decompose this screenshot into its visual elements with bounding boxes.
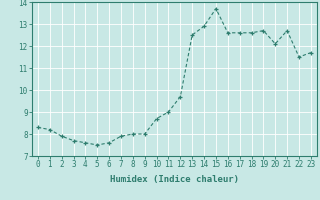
X-axis label: Humidex (Indice chaleur): Humidex (Indice chaleur) (110, 175, 239, 184)
